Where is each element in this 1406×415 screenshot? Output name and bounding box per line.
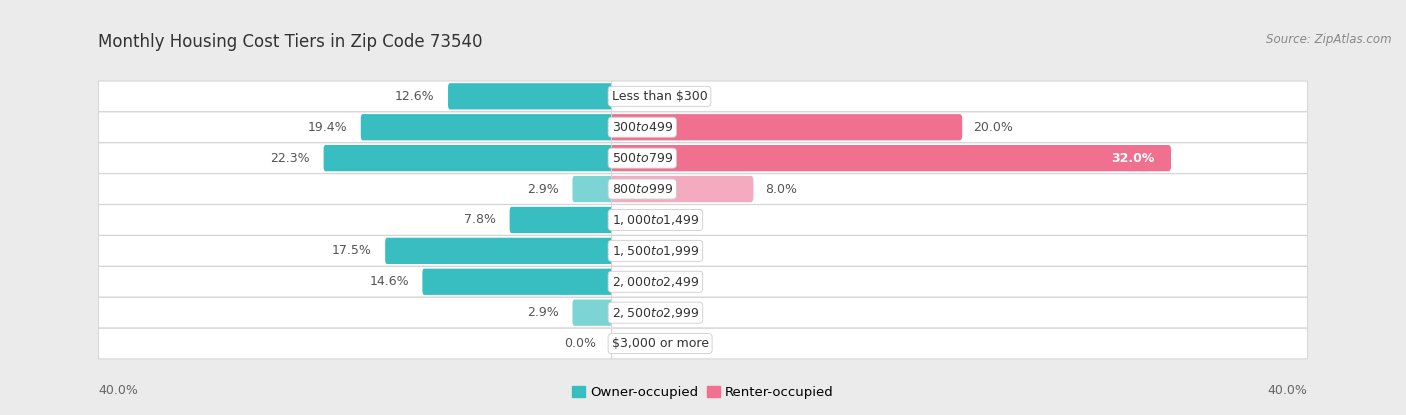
Text: 32.0%: 32.0%	[1111, 151, 1154, 165]
Text: $800 to $999: $800 to $999	[612, 183, 673, 195]
Text: 17.5%: 17.5%	[332, 244, 371, 257]
FancyBboxPatch shape	[98, 328, 612, 359]
FancyBboxPatch shape	[612, 143, 1308, 173]
Text: Monthly Housing Cost Tiers in Zip Code 73540: Monthly Housing Cost Tiers in Zip Code 7…	[98, 33, 482, 51]
Text: 19.4%: 19.4%	[308, 121, 347, 134]
Text: Source: ZipAtlas.com: Source: ZipAtlas.com	[1267, 33, 1392, 46]
Text: 0.0%: 0.0%	[564, 337, 596, 350]
FancyBboxPatch shape	[98, 236, 612, 266]
FancyBboxPatch shape	[612, 298, 1308, 328]
Text: 7.8%: 7.8%	[464, 213, 496, 227]
FancyBboxPatch shape	[98, 174, 612, 204]
Text: 14.6%: 14.6%	[370, 275, 409, 288]
FancyBboxPatch shape	[612, 81, 1308, 112]
FancyBboxPatch shape	[361, 114, 613, 140]
Text: 8.0%: 8.0%	[765, 183, 797, 195]
FancyBboxPatch shape	[98, 143, 612, 173]
FancyBboxPatch shape	[449, 83, 613, 110]
Text: 0.0%: 0.0%	[626, 90, 658, 103]
Text: $1,000 to $1,499: $1,000 to $1,499	[612, 213, 699, 227]
FancyBboxPatch shape	[98, 112, 612, 142]
FancyBboxPatch shape	[385, 238, 613, 264]
Text: 2.9%: 2.9%	[527, 183, 560, 195]
FancyBboxPatch shape	[612, 174, 1308, 204]
FancyBboxPatch shape	[612, 112, 1308, 142]
FancyBboxPatch shape	[572, 176, 613, 202]
FancyBboxPatch shape	[572, 300, 613, 326]
FancyBboxPatch shape	[98, 266, 612, 297]
Text: Less than $300: Less than $300	[612, 90, 707, 103]
Text: 22.3%: 22.3%	[270, 151, 311, 165]
FancyBboxPatch shape	[609, 145, 1171, 171]
FancyBboxPatch shape	[98, 205, 612, 235]
Text: $500 to $799: $500 to $799	[612, 151, 673, 165]
FancyBboxPatch shape	[509, 207, 613, 233]
FancyBboxPatch shape	[98, 298, 612, 328]
Text: 0.0%: 0.0%	[626, 275, 658, 288]
Text: 0.0%: 0.0%	[626, 213, 658, 227]
Text: $1,500 to $1,999: $1,500 to $1,999	[612, 244, 699, 258]
FancyBboxPatch shape	[323, 145, 613, 171]
Text: 0.0%: 0.0%	[626, 337, 658, 350]
Text: $2,500 to $2,999: $2,500 to $2,999	[612, 306, 699, 320]
FancyBboxPatch shape	[612, 266, 1308, 297]
Text: 40.0%: 40.0%	[98, 383, 138, 397]
Text: $3,000 or more: $3,000 or more	[612, 337, 709, 350]
Legend: Owner-occupied, Renter-occupied: Owner-occupied, Renter-occupied	[567, 381, 839, 404]
Text: 0.0%: 0.0%	[626, 306, 658, 319]
FancyBboxPatch shape	[609, 114, 962, 140]
FancyBboxPatch shape	[612, 205, 1308, 235]
FancyBboxPatch shape	[609, 176, 754, 202]
Text: 12.6%: 12.6%	[395, 90, 434, 103]
Text: 40.0%: 40.0%	[1268, 383, 1308, 397]
Text: 2.9%: 2.9%	[527, 306, 560, 319]
Text: 20.0%: 20.0%	[973, 121, 1014, 134]
FancyBboxPatch shape	[612, 328, 1308, 359]
Text: 0.0%: 0.0%	[626, 244, 658, 257]
FancyBboxPatch shape	[98, 81, 612, 112]
Text: $300 to $499: $300 to $499	[612, 121, 673, 134]
Text: $2,000 to $2,499: $2,000 to $2,499	[612, 275, 699, 289]
FancyBboxPatch shape	[612, 236, 1308, 266]
FancyBboxPatch shape	[422, 269, 613, 295]
